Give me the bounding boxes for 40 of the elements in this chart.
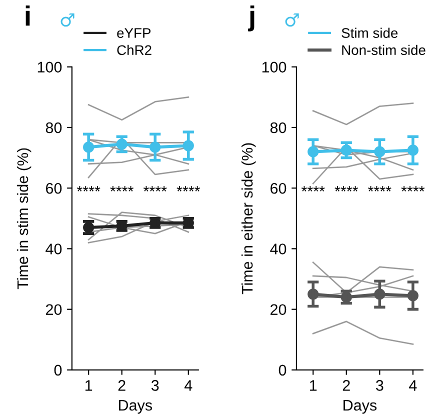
x-tick-label: 3 (376, 380, 384, 391)
y-tick-label: 0 (278, 364, 286, 376)
annotation: **** (110, 186, 134, 192)
y-tick-label: 80 (46, 122, 62, 134)
annotation: **** (143, 186, 167, 192)
x-tick-label: 2 (118, 380, 126, 391)
y-tick-label: 0 (54, 364, 62, 376)
y-tick-label: 80 (270, 122, 286, 134)
legend-label: Stim side (342, 28, 398, 38)
x-tick-label: 4 (409, 380, 417, 391)
x-axis-title: Days (344, 400, 377, 414)
legend-label: ChR2 (117, 44, 152, 56)
annotation: **** (334, 186, 358, 192)
y-tick-label: 60 (46, 182, 62, 194)
annotation: **** (368, 186, 392, 192)
text: ♂ (60, 13, 74, 27)
y-tick-label: 20 (46, 304, 62, 316)
annotation: **** (401, 186, 425, 192)
y-tick-label: 100 (38, 62, 62, 73)
chart-title: j (248, 5, 254, 32)
text: ♂ (285, 13, 299, 27)
annotation: **** (76, 186, 100, 192)
y-tick-label: 60 (270, 182, 286, 194)
annotation: **** (176, 186, 200, 192)
chart-title: i (26, 5, 30, 26)
y-tick-label: 20 (270, 304, 286, 316)
y-tick-label: 100 (262, 62, 286, 73)
y-axis-title: Time in stim side (%) (16, 148, 32, 290)
legend-label: eYFP (117, 28, 151, 38)
y-tick-label: 40 (46, 244, 62, 254)
annotation: **** (301, 186, 325, 192)
y-tick-label: 40 (270, 244, 286, 254)
legend-label: Non-stim side (342, 44, 426, 56)
y-axis-title: Time in either side (%) (241, 143, 256, 294)
x-tick-label: 1 (310, 380, 317, 391)
x-axis-title: Days (119, 400, 152, 414)
x-tick-label: 3 (151, 380, 159, 391)
x-tick-label: 2 (342, 380, 350, 391)
x-tick-label: 4 (184, 380, 192, 391)
x-tick-label: 1 (85, 380, 92, 391)
